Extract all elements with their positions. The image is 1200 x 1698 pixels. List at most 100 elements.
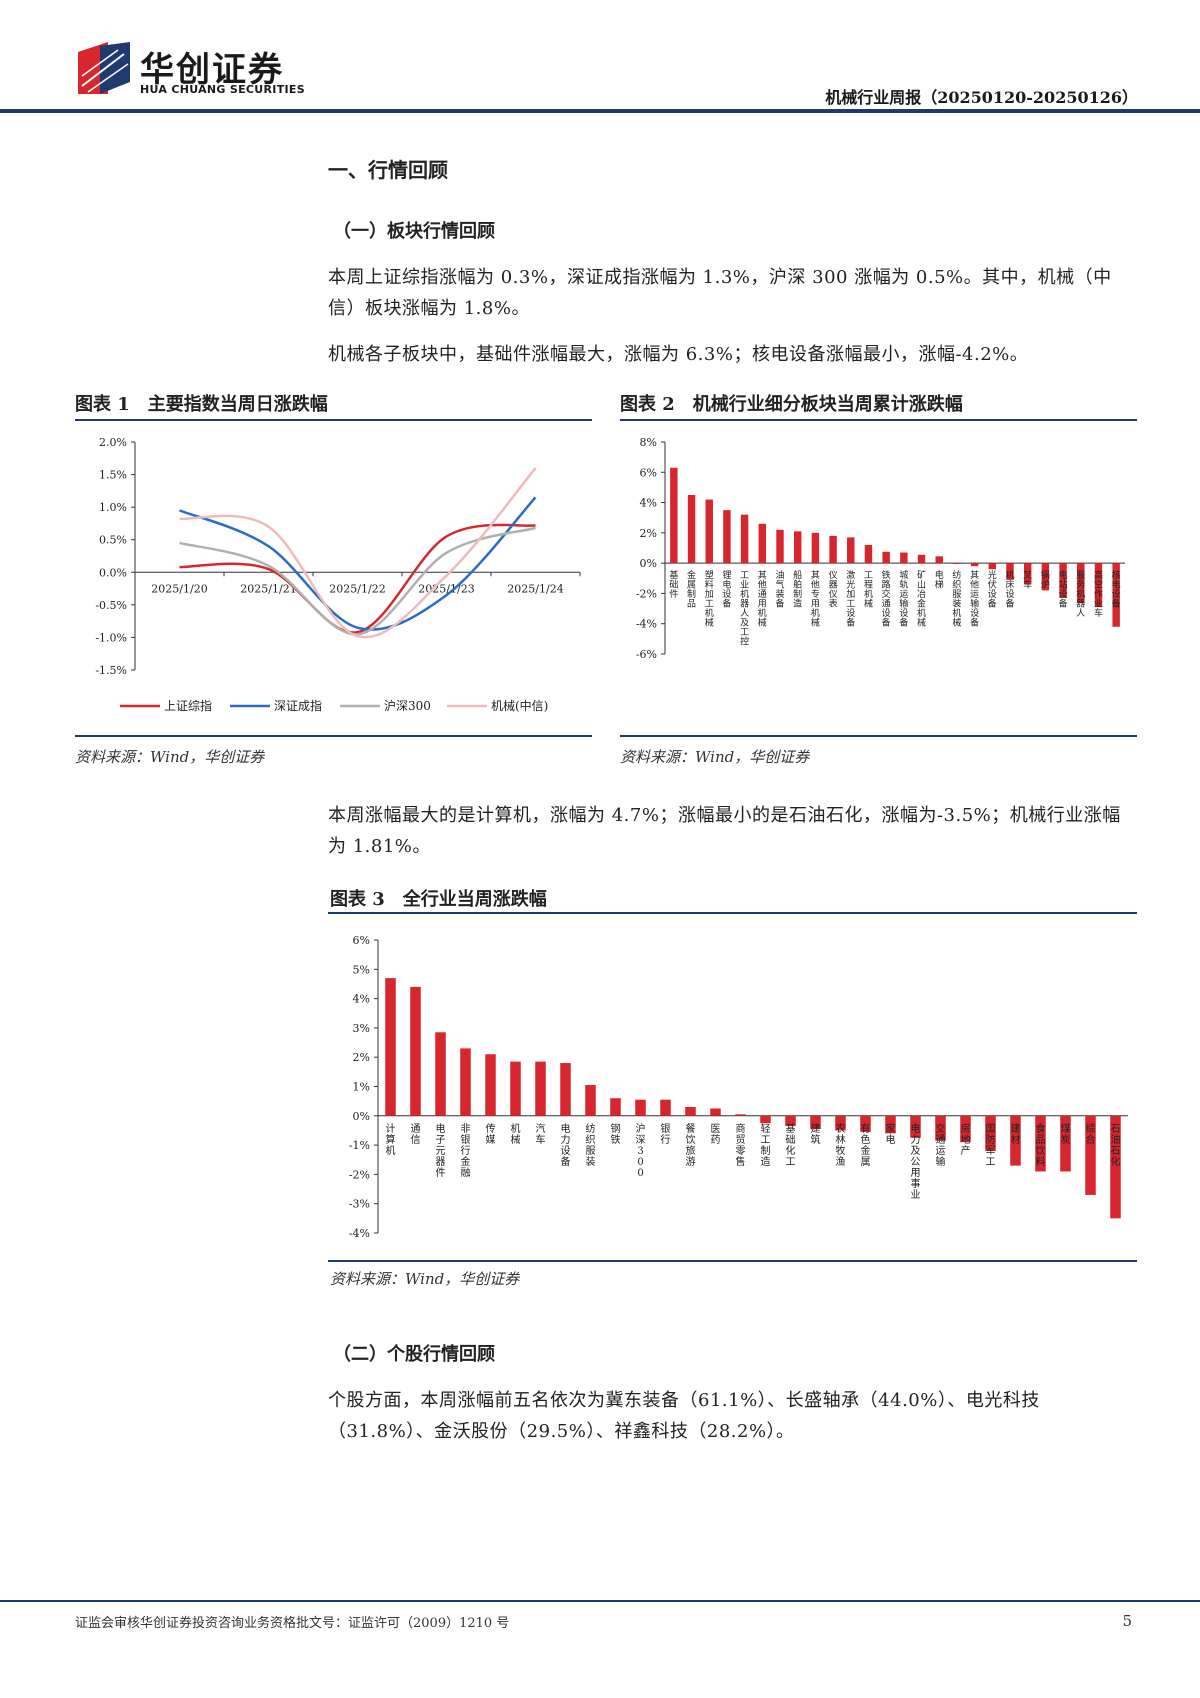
category-label: 国防军工 <box>986 1123 996 1168</box>
header-divider <box>0 109 1200 113</box>
category-label: 家电 <box>886 1122 896 1146</box>
category-label: 农林牧渔 <box>836 1122 846 1168</box>
series-line <box>179 467 537 639</box>
y-tick-label: 1% <box>353 1081 370 1094</box>
bar <box>585 1085 596 1116</box>
bar <box>910 1115 921 1138</box>
category-label: 医药 <box>711 1123 721 1146</box>
y-tick-label: 2% <box>353 1051 370 1064</box>
category-label: 塑料加工机械 <box>705 570 714 629</box>
category-label: 纺织服装机械 <box>952 569 961 629</box>
bar <box>935 1115 946 1141</box>
figure3-bottom-rule <box>328 1260 1137 1262</box>
footer-license: 证监会审核华创证券投资咨询业务资格批文号：证监许可（2009）1210 号 <box>75 1616 510 1631</box>
bar <box>710 1108 721 1116</box>
category-label: 房地产 <box>961 1122 971 1157</box>
bar <box>760 1115 771 1124</box>
bar <box>885 1115 896 1134</box>
bar <box>535 1061 546 1116</box>
figure1-top-rule <box>75 419 592 421</box>
category-label: 商贸零售 <box>736 1122 746 1168</box>
bar <box>635 1099 646 1116</box>
bar <box>935 556 943 564</box>
bar <box>1085 1115 1096 1195</box>
bar <box>810 1115 821 1129</box>
category-label: 其他专用机械 <box>811 570 820 629</box>
section-title: 一、行情回顾 <box>328 158 448 182</box>
series-line <box>179 496 537 631</box>
bar <box>829 535 837 564</box>
category-label: 食品饮料 <box>1036 1122 1046 1168</box>
category-label: 沪深 3 0 0 <box>636 1122 646 1179</box>
bar <box>758 523 767 564</box>
category-label: 纺织服装 <box>586 1122 596 1168</box>
y-tick-label: -2% <box>349 1168 370 1181</box>
bar <box>1041 563 1050 591</box>
category-label: 电梯 <box>935 569 944 591</box>
x-tick-label: 2025/1/24 <box>507 582 563 595</box>
category-label: 金属制品 <box>687 569 696 610</box>
x-tick-label: 2025/1/21 <box>240 582 296 595</box>
category-label: 电力设备 <box>561 1122 571 1168</box>
bar <box>660 1099 671 1116</box>
legend-label: 机械(中信) <box>491 698 548 713</box>
bar <box>1035 1115 1046 1172</box>
chart-machinery-subsectors: 8% 6% 4% 2% 0% -2% -4% -6% 基础件金属制品塑料加工机械锂电设备工业机器… <box>636 436 1125 661</box>
bar <box>811 532 820 564</box>
report-title: 机械行业周报（20250120-20250126） <box>825 88 1138 107</box>
x-tick-label: 2025/1/22 <box>329 582 385 595</box>
category-label: 建筑 <box>811 1122 821 1146</box>
series-line <box>179 523 536 634</box>
y-tick-label: 2% <box>640 527 657 540</box>
legend-label: 深证成指 <box>274 698 322 713</box>
bar <box>385 978 396 1116</box>
figure3-source: 资料来源：Wind，华创证券 <box>330 1270 520 1288</box>
bar <box>460 1048 471 1116</box>
bar <box>960 1115 971 1143</box>
figure1-bottom-rule <box>75 735 592 737</box>
category-label: 高空作业车 <box>1094 569 1103 619</box>
category-label: 其他运输设备 <box>970 570 979 629</box>
bar <box>560 1063 571 1116</box>
y-tick-label: -2% <box>636 587 657 600</box>
company-logo-icon <box>78 42 130 94</box>
bar <box>435 1032 446 1116</box>
bar <box>1060 1115 1071 1172</box>
y-tick-label: -1.5% <box>95 664 127 677</box>
category-label: 工程机械 <box>864 571 873 610</box>
bar <box>985 1115 996 1151</box>
category-label: 矿山冶金机械 <box>917 569 926 629</box>
bar <box>687 495 696 564</box>
y-tick-label: 1.0% <box>99 501 127 514</box>
bar <box>1059 563 1067 598</box>
bar <box>1010 1115 1021 1166</box>
bar <box>1006 563 1014 580</box>
bar <box>1110 1115 1121 1219</box>
category-label: 轻工制造 <box>761 1122 771 1168</box>
bar <box>847 537 855 564</box>
figure2-top-rule <box>620 419 1137 421</box>
category-label: 锂电设备 <box>722 569 731 610</box>
y-tick-label: 0.0% <box>99 566 127 579</box>
bar <box>970 563 979 567</box>
bar <box>1077 563 1085 603</box>
category-label: 电站设备 <box>1059 569 1068 610</box>
bar <box>723 510 731 564</box>
category-label: 机床设备 <box>1005 569 1014 610</box>
figure2-source: 资料来源：Wind，华创证券 <box>620 748 810 766</box>
y-tick-label: -4% <box>636 618 657 631</box>
bar <box>776 529 784 564</box>
y-tick-label: -6% <box>636 648 657 661</box>
paragraph-stocks: 个股方面，本周涨幅前五名依次为冀东装备（61.1%）、长盛轴承（44.0%）、电… <box>328 1390 1040 1442</box>
y-tick-label: 1.5% <box>99 469 127 482</box>
category-label: 铁路交通设备 <box>882 569 891 629</box>
series-line <box>179 526 536 636</box>
category-label: 电子元器件 <box>436 1122 446 1179</box>
y-tick-label: -1.0% <box>95 631 127 644</box>
category-label: 通信 <box>411 1123 421 1146</box>
category-label: 传媒 <box>486 1123 496 1146</box>
bar <box>988 563 997 570</box>
bar <box>510 1061 521 1116</box>
y-tick-label: -1% <box>349 1139 370 1152</box>
bar <box>485 1054 496 1116</box>
